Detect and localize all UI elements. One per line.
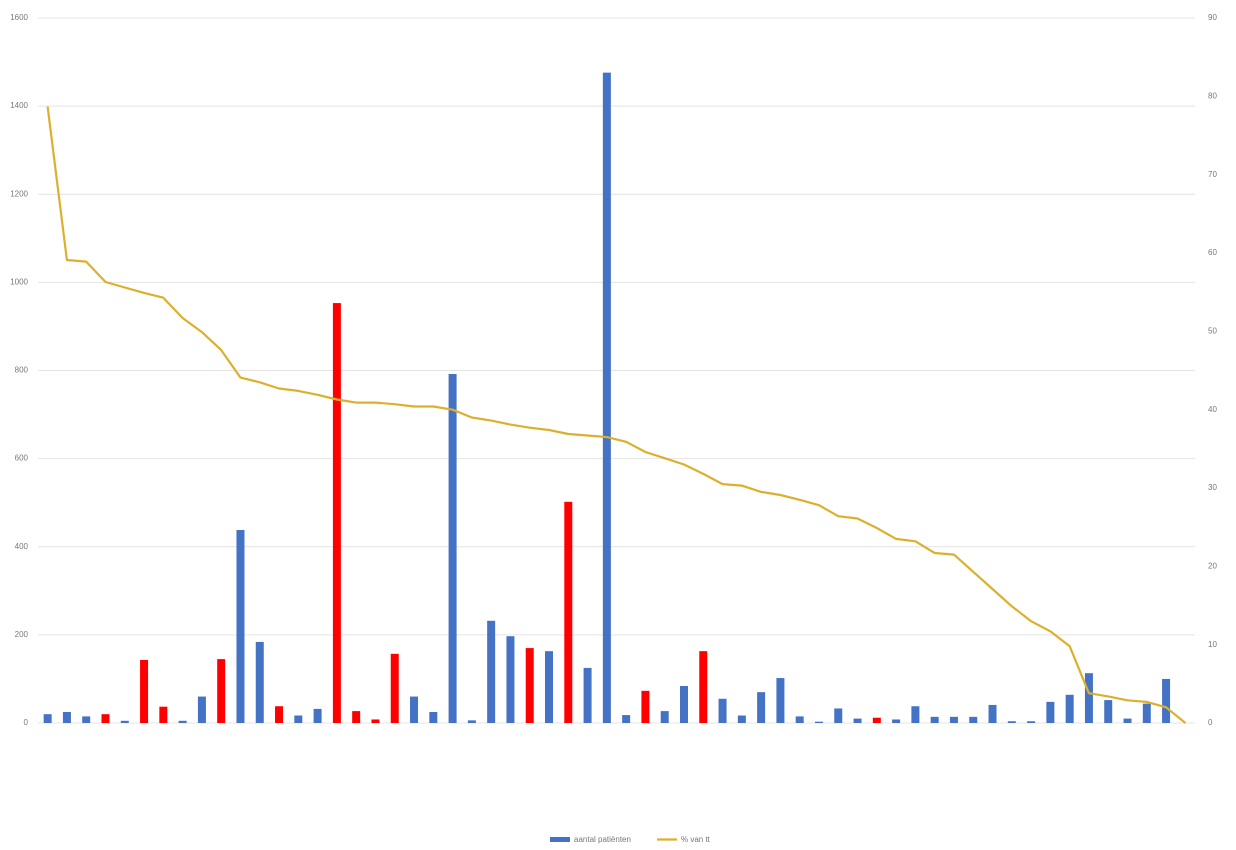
y-tick-label: 400 (15, 542, 29, 551)
bar (313, 708, 322, 723)
bar (911, 706, 920, 723)
bar (1007, 721, 1016, 723)
bar (448, 374, 457, 723)
y2-tick-label: 10 (1208, 640, 1217, 649)
bar (255, 641, 264, 723)
bar (217, 659, 226, 723)
bar (352, 711, 361, 723)
bar (429, 711, 438, 723)
y2-tick-label: 20 (1208, 561, 1217, 570)
bar (43, 714, 52, 723)
bar (120, 720, 129, 723)
y2-tick-label: 30 (1208, 483, 1217, 492)
bar (159, 706, 168, 723)
bar (930, 716, 939, 723)
bar (699, 651, 708, 723)
bar (679, 685, 688, 723)
bar (969, 716, 978, 723)
bar (1104, 700, 1113, 723)
y-tick-label: 1600 (10, 13, 28, 22)
bar (602, 72, 611, 723)
bar (1027, 721, 1036, 723)
bar (332, 303, 341, 723)
bar (275, 706, 284, 723)
y2-tick-label: 0 (1208, 718, 1213, 727)
y2-tick-label: 80 (1208, 91, 1217, 100)
legend-swatch (550, 837, 570, 842)
bar (101, 714, 110, 723)
bar (795, 716, 804, 723)
y-tick-label: 800 (15, 366, 29, 375)
y-tick-label: 1200 (10, 189, 28, 198)
bar (583, 667, 592, 723)
bar (872, 717, 881, 723)
bar (390, 653, 399, 723)
y-tick-label: 1400 (10, 101, 28, 110)
legend-label: aantal patiënten (574, 835, 631, 844)
y2-tick-label: 60 (1208, 248, 1217, 257)
bar (294, 715, 303, 723)
legend-label: % van tt (681, 835, 711, 844)
bar (757, 692, 766, 723)
bar (622, 715, 631, 723)
line (46, 106, 1187, 724)
bar (178, 720, 187, 723)
bar (410, 696, 419, 723)
bar (487, 620, 496, 723)
bar (236, 530, 245, 723)
y2-tick-label: 40 (1208, 405, 1217, 414)
y2-tick-label: 70 (1208, 170, 1217, 179)
bar (737, 715, 746, 723)
bar (1162, 678, 1171, 723)
bar (853, 718, 862, 723)
y2-tick-label: 50 (1208, 326, 1217, 335)
bar (1046, 701, 1055, 723)
bar (467, 720, 476, 723)
bar (82, 716, 91, 723)
bar (525, 648, 534, 723)
bar (641, 690, 650, 723)
bar (988, 704, 997, 723)
bar (834, 708, 843, 723)
bar (1065, 694, 1074, 723)
bar (718, 698, 727, 723)
y-tick-label: 200 (15, 630, 29, 639)
bar (814, 721, 823, 723)
bar (564, 501, 573, 723)
bar (197, 696, 206, 723)
bar (660, 711, 669, 723)
bar (545, 651, 554, 723)
bar (371, 719, 380, 723)
y-tick-label: 600 (15, 454, 29, 463)
bar (892, 719, 901, 723)
bar (140, 659, 149, 723)
bar (506, 636, 515, 723)
y2-tick-label: 90 (1208, 13, 1217, 22)
bar (1142, 703, 1151, 723)
bar (776, 678, 785, 723)
bar (1084, 673, 1093, 723)
bar (62, 711, 71, 723)
y-tick-label: 1000 (10, 277, 28, 286)
bar (949, 716, 958, 723)
y-tick-label: 0 (24, 718, 29, 727)
bar (1123, 718, 1132, 723)
